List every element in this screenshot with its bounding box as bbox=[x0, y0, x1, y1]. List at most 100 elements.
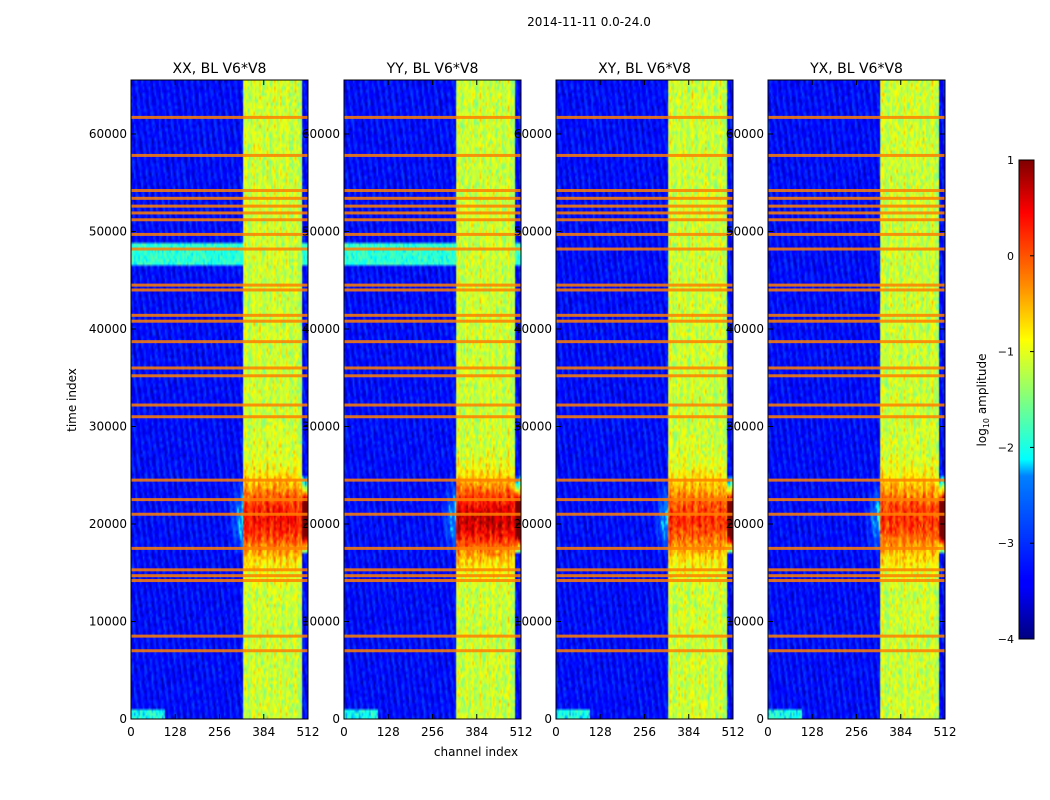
flagged-row-line bbox=[131, 283, 308, 287]
x-tick-label: 384 bbox=[889, 725, 912, 739]
flagged-row-line bbox=[768, 319, 945, 323]
flagged-row-line bbox=[768, 579, 945, 583]
flagged-row-line bbox=[344, 340, 521, 344]
panel-xy: XY, BL V6*V8 0 128 256 384 512 0 10000 20000 3000… bbox=[514, 61, 745, 739]
flagged-row-line bbox=[768, 283, 945, 287]
flagged-row-line bbox=[556, 478, 733, 482]
flagged-row-line bbox=[556, 415, 733, 419]
y-tick-label: 60000 bbox=[726, 127, 764, 141]
heatmap-image bbox=[768, 80, 945, 719]
flagged-row-line bbox=[131, 288, 308, 292]
panel-yy: YY, BL V6*V8 0 128 256 384 512 0 10000 20000 3000… bbox=[302, 61, 533, 739]
flagged-row-line bbox=[556, 288, 733, 292]
flagged-row-line bbox=[131, 403, 308, 407]
colorbar-tick-label: 1 bbox=[1007, 154, 1014, 167]
y-tick-label: 60000 bbox=[89, 127, 127, 141]
flagged-row-line bbox=[556, 574, 733, 578]
x-tick-label: 128 bbox=[589, 725, 612, 739]
flagged-row-line bbox=[768, 153, 945, 157]
flagged-row-line bbox=[768, 512, 945, 516]
heatmap-image bbox=[344, 80, 521, 719]
flagged-row-line bbox=[556, 204, 733, 208]
x-tick-label: 128 bbox=[377, 725, 400, 739]
flagged-row-line bbox=[556, 232, 733, 236]
flagged-row-line bbox=[768, 288, 945, 292]
flagged-row-line bbox=[768, 568, 945, 572]
flagged-row-line bbox=[556, 115, 733, 119]
x-tick-label: 512 bbox=[722, 725, 745, 739]
flagged-row-line bbox=[131, 634, 308, 638]
flagged-row-line bbox=[556, 153, 733, 157]
figure-suptitle: 2014-11-11 0.0-24.0 bbox=[527, 15, 651, 29]
colorbar-gradient bbox=[1018, 159, 1035, 640]
flagged-row-line bbox=[556, 546, 733, 550]
flagged-row-line bbox=[556, 196, 733, 200]
flagged-row-line bbox=[768, 574, 945, 578]
flagged-row-line bbox=[556, 579, 733, 583]
flagged-row-line bbox=[768, 232, 945, 236]
x-tick-label: 256 bbox=[208, 725, 231, 739]
flagged-row-line bbox=[344, 204, 521, 208]
y-tick-label: 30000 bbox=[726, 419, 764, 433]
flagged-row-line bbox=[768, 634, 945, 638]
x-axis-label: channel index bbox=[434, 745, 518, 759]
y-tick-label: 30000 bbox=[89, 419, 127, 433]
flagged-row-line bbox=[344, 546, 521, 550]
flagged-row-line bbox=[131, 512, 308, 516]
flagged-row-line bbox=[131, 366, 308, 370]
flagged-row-line bbox=[768, 366, 945, 370]
flagged-row-line bbox=[344, 232, 521, 236]
y-tick-label: 0 bbox=[332, 712, 340, 726]
flagged-row-line bbox=[768, 340, 945, 344]
x-tick-label: 256 bbox=[845, 725, 868, 739]
flagged-row-line bbox=[556, 512, 733, 516]
x-tick-label: 128 bbox=[164, 725, 187, 739]
flagged-row-line bbox=[768, 115, 945, 119]
flagged-row-line bbox=[131, 211, 308, 215]
panel-title: XX, BL V6*V8 bbox=[173, 61, 267, 77]
flagged-row-line bbox=[344, 512, 521, 516]
y-tick-label: 30000 bbox=[302, 419, 340, 433]
x-tick-label: 512 bbox=[297, 725, 320, 739]
flagged-row-line bbox=[556, 634, 733, 638]
flagged-row-line bbox=[768, 204, 945, 208]
x-tick-label: 128 bbox=[801, 725, 824, 739]
heatmap-image bbox=[131, 80, 308, 719]
colorbar-tick-label: −2 bbox=[998, 441, 1014, 454]
flagged-row-line bbox=[131, 478, 308, 482]
flagged-row-line bbox=[131, 247, 308, 251]
y-tick-label: 40000 bbox=[302, 322, 340, 336]
flagged-row-line bbox=[768, 374, 945, 378]
y-tick-label: 20000 bbox=[726, 517, 764, 531]
y-tick-label: 50000 bbox=[514, 224, 552, 238]
flagged-row-line bbox=[344, 218, 521, 222]
flagged-row-line bbox=[556, 340, 733, 344]
colorbar-label: log10 amplitude bbox=[975, 354, 991, 447]
flagged-row-line bbox=[344, 115, 521, 119]
flagged-row-line bbox=[344, 374, 521, 378]
y-tick-label: 40000 bbox=[514, 322, 552, 336]
flagged-row-line bbox=[556, 247, 733, 251]
flagged-row-line bbox=[131, 319, 308, 323]
flagged-row-line bbox=[768, 403, 945, 407]
y-tick-label: 50000 bbox=[302, 224, 340, 238]
flagged-row-line bbox=[344, 313, 521, 317]
flagged-row-line bbox=[556, 313, 733, 317]
flagged-row-line bbox=[344, 415, 521, 419]
flagged-row-line bbox=[131, 218, 308, 222]
flagged-row-line bbox=[556, 498, 733, 502]
y-tick-label: 40000 bbox=[726, 322, 764, 336]
flagged-row-line bbox=[131, 232, 308, 236]
colorbar-tick-label: −3 bbox=[998, 537, 1014, 550]
flagged-row-line bbox=[768, 478, 945, 482]
flagged-row-line bbox=[131, 415, 308, 419]
flagged-row-line bbox=[344, 498, 521, 502]
x-tick-label: 0 bbox=[127, 725, 135, 739]
x-tick-label: 256 bbox=[421, 725, 444, 739]
colorbar-tick-label: −1 bbox=[998, 346, 1014, 359]
y-tick-label: 10000 bbox=[514, 614, 552, 628]
flagged-row-line bbox=[768, 415, 945, 419]
flagged-row-line bbox=[768, 189, 945, 193]
flagged-row-line bbox=[131, 115, 308, 119]
